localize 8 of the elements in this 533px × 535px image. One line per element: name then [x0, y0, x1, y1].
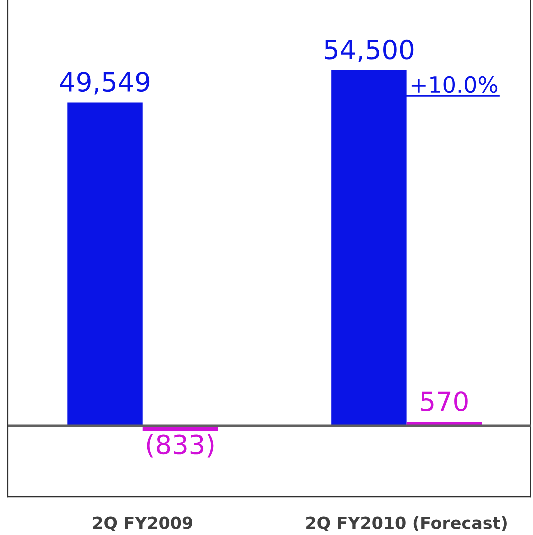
data-label: (833) [147, 434, 214, 458]
data-label: 54,500 [325, 40, 414, 62]
bar [68, 102, 143, 426]
x-tick-label: 2Q FY2009 [93, 516, 193, 532]
data-label: 570 [421, 392, 468, 412]
annotation: +10.0% [412, 76, 498, 94]
data-label: 49,549 [60, 72, 150, 95]
x-tick-label: 2Q FY2010 (Forecast) [306, 516, 507, 532]
